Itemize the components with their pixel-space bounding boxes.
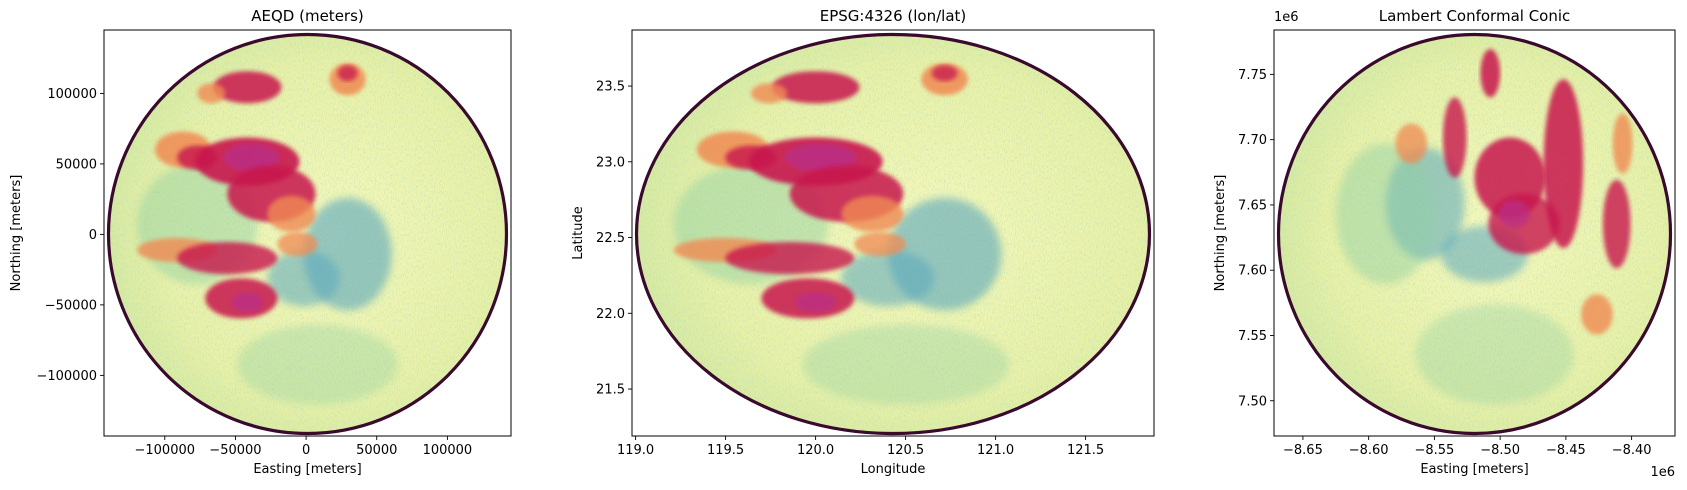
precipitation-cell xyxy=(771,71,860,104)
x-tick-label: −8.40 xyxy=(1612,443,1652,458)
y-tick-label: 100000 xyxy=(47,87,97,102)
y-tick-label: 7.65 xyxy=(1238,198,1267,213)
x-axis-label: Easting [meters] xyxy=(253,462,361,477)
y-offset-label: 1e6 xyxy=(1274,10,1299,25)
x-tick-label: −100000 xyxy=(135,443,196,458)
x-tick-label: 119.0 xyxy=(617,443,654,458)
y-tick-label: 23.0 xyxy=(596,155,625,170)
precipitation-cell xyxy=(277,231,318,257)
precipitation-cell xyxy=(337,65,358,82)
chart-title: AEQD (meters) xyxy=(251,7,364,25)
radar-range-ring xyxy=(1276,32,1673,436)
precipitation-cell xyxy=(267,195,316,232)
y-tick-label: 7.70 xyxy=(1238,133,1267,148)
precipitation-cell xyxy=(794,292,837,313)
y-tick-label: 7.50 xyxy=(1238,394,1267,409)
precipitation-cell xyxy=(1395,123,1428,164)
precipitation-cell xyxy=(1612,113,1633,174)
y-tick-label: 7.60 xyxy=(1238,264,1267,279)
x-tick-label: 120.5 xyxy=(887,443,924,458)
precipitation-cell xyxy=(1442,97,1467,178)
chart-title: Lambert Conformal Conic xyxy=(1379,7,1571,25)
x-tick-label: −8.65 xyxy=(1283,443,1323,458)
x-tick-label: 119.5 xyxy=(707,443,744,458)
radar-range-ring xyxy=(634,32,1152,436)
x-tick-label: 120.0 xyxy=(797,443,834,458)
panel-lambert: −8.65 −8.60 −8.55 −8.50 −8.45 −8.40 7.50 7.55 7.… xyxy=(1213,7,1676,480)
y-axis-label: Northing [meters] xyxy=(9,175,24,292)
precipitation-cell xyxy=(1581,294,1613,335)
precipitation-cell xyxy=(177,242,278,275)
radar-range-ring xyxy=(106,32,509,436)
x-tick-label: −8.50 xyxy=(1480,443,1520,458)
y-tick-label: 50000 xyxy=(56,157,97,172)
y-axis-label: Latitude xyxy=(571,206,586,260)
precipitation-cell xyxy=(751,83,788,104)
y-tick-label: −100000 xyxy=(36,369,97,384)
x-tick-label: −50000 xyxy=(209,443,261,458)
precipitation-cell xyxy=(784,143,857,172)
precipitation-cell xyxy=(1602,179,1631,269)
y-tick-label: 23.5 xyxy=(596,80,625,95)
x-tick-label: 121.5 xyxy=(1067,443,1104,458)
x-tick-label: 121.0 xyxy=(977,443,1014,458)
echo-region xyxy=(1415,304,1574,405)
echo-region xyxy=(802,324,1010,405)
x-tick-label: −8.55 xyxy=(1414,443,1454,458)
precipitation-cell xyxy=(231,292,264,313)
axes-frame xyxy=(1273,29,1676,437)
precipitation-cell xyxy=(213,71,282,104)
y-tick-label: 0 xyxy=(89,228,97,243)
precipitation-cell xyxy=(1543,79,1584,249)
x-tick-label: 0 xyxy=(302,443,310,458)
x-tick-label: −8.45 xyxy=(1546,443,1586,458)
x-axis-label: Longitude xyxy=(861,462,926,477)
x-offset-label: 1e6 xyxy=(1650,465,1675,480)
axes-frame xyxy=(631,29,1155,437)
precipitation-cell xyxy=(197,83,226,104)
x-tick-label: −8.60 xyxy=(1349,443,1389,458)
precipitation-cell xyxy=(1480,49,1501,98)
precipitation-cell xyxy=(223,143,280,172)
x-tick-label: 100000 xyxy=(423,443,473,458)
radar-field xyxy=(107,33,508,435)
precipitation-cell xyxy=(1498,199,1530,228)
precipitation-cell xyxy=(854,231,906,257)
precipitation-cell xyxy=(841,195,904,232)
axes-frame xyxy=(103,29,512,437)
y-tick-label: 22.0 xyxy=(596,307,625,322)
y-tick-label: 21.5 xyxy=(596,383,625,398)
chart-title: EPSG:4326 (lon/lat) xyxy=(820,7,967,25)
radar-field xyxy=(635,33,1151,435)
x-tick-label: 50000 xyxy=(356,443,397,458)
y-tick-label: 7.55 xyxy=(1238,329,1267,344)
y-tick-label: 7.75 xyxy=(1238,68,1267,83)
echo-region xyxy=(841,250,935,307)
precipitation-cell xyxy=(725,242,855,275)
panel-epsg4326: 119.0 119.5 120.0 120.5 121.0 121.5 21.5 22.0 22… xyxy=(571,7,1155,477)
precipitation-cell xyxy=(931,65,958,82)
y-tick-label: −50000 xyxy=(45,298,97,313)
echo-region xyxy=(237,324,398,405)
y-axis-label: Northing [meters] xyxy=(1213,175,1228,292)
echo-region xyxy=(267,250,340,307)
radar-field xyxy=(1277,33,1672,435)
echo-region xyxy=(1336,143,1435,285)
x-axis-label: Easting [meters] xyxy=(1420,462,1528,477)
y-tick-label: 22.5 xyxy=(596,231,625,246)
panel-aeqd: −100000 −50000 0 50000 100000 −100000 −50000 0 5… xyxy=(9,7,512,477)
